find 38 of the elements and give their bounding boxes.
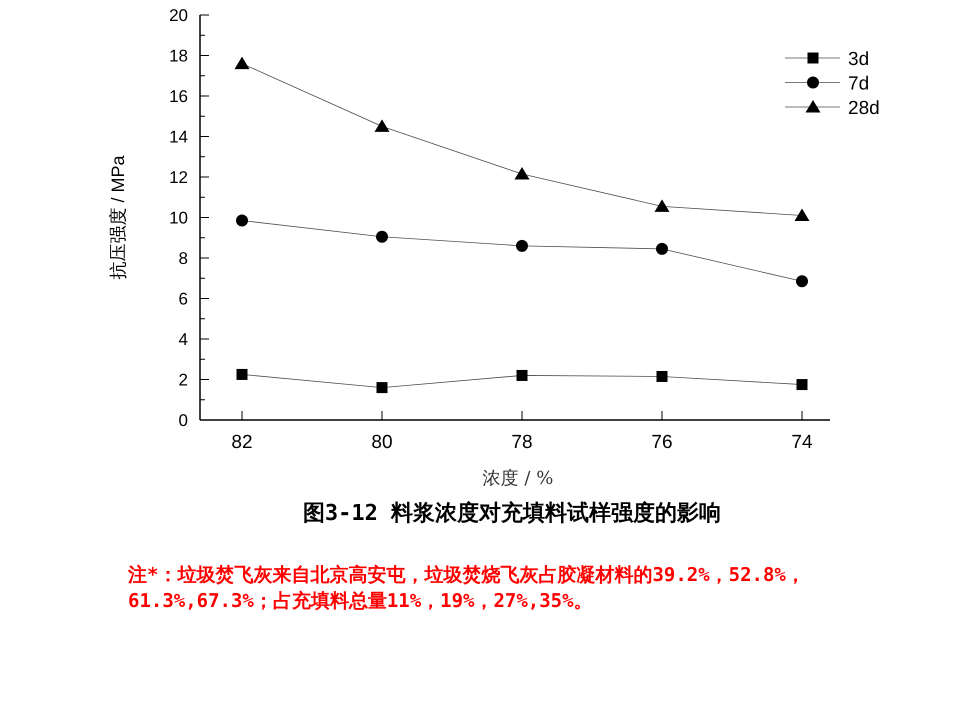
y-tick-label: 0	[178, 411, 188, 430]
y-tick-label: 16	[169, 87, 188, 106]
y-tick-label: 4	[178, 330, 188, 349]
y-tick-label: 14	[169, 128, 188, 146]
x-axis-title: 浓度 / %	[482, 468, 554, 489]
x-tick-label: 80	[371, 432, 393, 453]
y-tick-label: 20	[169, 6, 188, 25]
point	[236, 368, 248, 380]
y-tick-label: 6	[178, 290, 188, 308]
text: 注*：垃圾焚飞灰来自北京高安屯，垃圾焚烧飞灰占胶凝材料的39.2%，52.8%，61.3%,67.3%；占充填料总量11%，19%，27%,35%。	[128, 563, 806, 614]
text: 图3-12 料浆浓度对充填料试样强度的影响	[302, 500, 722, 526]
point	[656, 370, 668, 382]
point	[514, 166, 530, 180]
y-tick-label: 2	[178, 370, 188, 390]
x-tick-label: 76	[651, 432, 673, 453]
point	[654, 199, 670, 212]
point	[374, 119, 390, 132]
y-tick-label: 10	[169, 208, 188, 228]
point	[794, 208, 810, 221]
x-tick-label: 74	[791, 432, 813, 453]
point	[796, 275, 808, 288]
legend-label: 3d	[848, 49, 870, 70]
y-tick-label: 8	[178, 249, 188, 268]
point	[236, 214, 248, 227]
point	[376, 230, 388, 243]
x-tick-label: 78	[511, 432, 533, 453]
point	[796, 379, 808, 390]
point	[656, 242, 668, 255]
y-tick-label: 12	[169, 168, 188, 187]
point	[516, 370, 528, 381]
legend-label: 28d	[848, 98, 880, 119]
legend-label: 7d	[848, 74, 870, 94]
y-axis-title: 抗压强度 / MPa	[108, 154, 128, 280]
point	[234, 56, 250, 70]
point	[376, 382, 388, 394]
x-tick-label: 82	[231, 432, 253, 453]
y-tick-label: 18	[169, 46, 188, 66]
point	[516, 240, 528, 252]
